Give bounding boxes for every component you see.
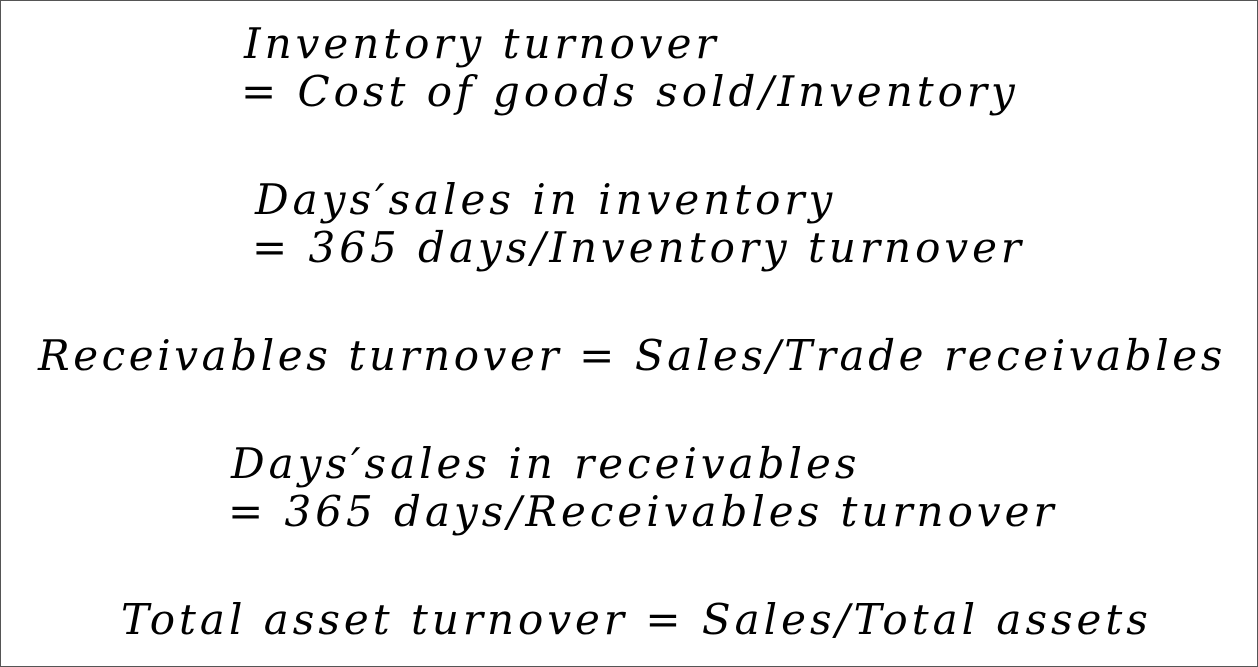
- receivables-turnover-formula: Receivables turnover = Sales/Trade recei…: [38, 331, 1226, 380]
- total-asset-turnover-formula: Total asset turnover = Sales/Total asset…: [121, 595, 1152, 644]
- days-sales-receivables-definition: = 365 days/Receivables turnover: [228, 487, 1058, 536]
- days-sales-inventory-title: Days′sales in inventory: [255, 175, 837, 224]
- days-sales-inventory-definition: = 365 days/Inventory turnover: [252, 223, 1026, 272]
- inventory-turnover-definition: = Cost of goods sold/Inventory: [241, 67, 1019, 116]
- days-sales-receivables-title: Days′sales in receivables: [231, 439, 861, 488]
- inventory-turnover-title: Inventory turnover: [244, 19, 720, 68]
